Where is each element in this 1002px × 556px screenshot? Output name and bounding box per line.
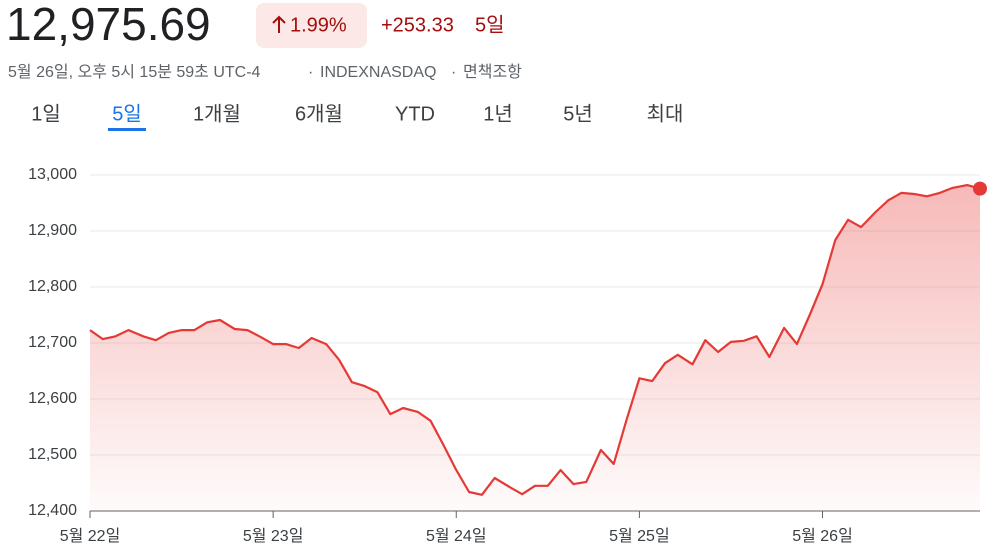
y-tick-label: 12,800 [28, 278, 77, 295]
exchange: INDEXNASDAQ [320, 64, 436, 81]
range-tab[interactable]: 1년 [483, 102, 513, 125]
last-point [973, 181, 987, 196]
percent-change: 1.99% [290, 14, 347, 36]
x-tick-label: 5월 23일 [243, 527, 304, 545]
timestamp: 5월 26일, 오후 5시 15분 59초 UTC-4 [8, 63, 261, 81]
period: 5일 [475, 13, 505, 36]
y-tick-label: 12,900 [28, 222, 77, 239]
range-tab[interactable]: 6개월 [295, 102, 343, 125]
active-tab-underline [108, 128, 146, 131]
chart: 12,400 12,500 12,600 12,700 12,800 12,900 13,0… [28, 166, 987, 545]
range-tab[interactable]: YTD [395, 103, 435, 125]
y-tick-label: 12,500 [28, 446, 77, 463]
range-tab[interactable]: 5일 [112, 102, 142, 125]
range-tabs: 1일 5일 1개월 6개월 YTD 1년 5년 최대 [31, 102, 683, 131]
area-fill [90, 185, 980, 511]
x-tick-label: 5월 26일 [792, 527, 853, 545]
price-line [89, 184, 981, 496]
x-tick-label: 5월 25일 [609, 527, 670, 545]
y-tick-label: 12,400 [28, 502, 77, 519]
y-tick-label: 13,000 [28, 166, 77, 183]
x-tick-label: 5월 24일 [426, 527, 487, 545]
range-tab[interactable]: 1개월 [193, 102, 241, 125]
disclaimer-link[interactable]: 면책조항 [463, 63, 522, 81]
separator: · [308, 64, 313, 81]
price: 12,975.69 [6, 0, 211, 50]
up-arrow-icon [272, 15, 286, 33]
y-tick-label: 12,700 [28, 334, 77, 351]
range-tab[interactable]: 1일 [31, 102, 61, 125]
separator: · [451, 64, 456, 81]
range-tab[interactable]: 최대 [647, 102, 684, 125]
y-tick-label: 12,600 [28, 390, 77, 407]
x-tick-label: 5월 22일 [60, 527, 121, 545]
change-badge [256, 3, 367, 48]
range-tab[interactable]: 5년 [563, 102, 593, 125]
change: +253.33 [381, 14, 454, 36]
